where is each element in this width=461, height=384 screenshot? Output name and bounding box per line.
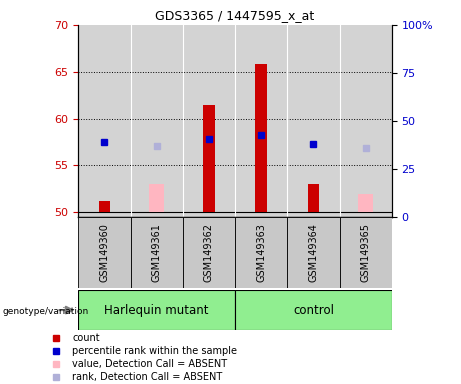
Bar	[183, 217, 235, 288]
Bar	[78, 290, 235, 330]
Bar	[255, 64, 267, 212]
Bar	[78, 217, 130, 288]
Text: GSM149364: GSM149364	[308, 223, 319, 281]
Text: GSM149362: GSM149362	[204, 223, 214, 281]
Bar	[235, 217, 287, 288]
Bar	[287, 217, 340, 288]
Bar	[130, 217, 183, 288]
Text: GSM149360: GSM149360	[100, 223, 110, 281]
Text: GSM149365: GSM149365	[361, 223, 371, 281]
Text: count: count	[72, 333, 100, 343]
Bar	[308, 184, 319, 212]
Text: control: control	[293, 304, 334, 316]
Text: GSM149361: GSM149361	[152, 223, 162, 281]
Text: value, Detection Call = ABSENT: value, Detection Call = ABSENT	[72, 359, 228, 369]
Bar	[203, 104, 215, 212]
Title: GDS3365 / 1447595_x_at: GDS3365 / 1447595_x_at	[155, 9, 315, 22]
Text: GSM149363: GSM149363	[256, 223, 266, 281]
Text: genotype/variation: genotype/variation	[2, 306, 89, 316]
Text: percentile rank within the sample: percentile rank within the sample	[72, 346, 237, 356]
Bar	[99, 201, 110, 212]
Bar	[235, 290, 392, 330]
Bar	[358, 194, 373, 212]
Bar	[149, 184, 164, 212]
Bar	[340, 217, 392, 288]
Text: Harlequin mutant: Harlequin mutant	[105, 304, 209, 316]
Text: rank, Detection Call = ABSENT: rank, Detection Call = ABSENT	[72, 372, 223, 382]
